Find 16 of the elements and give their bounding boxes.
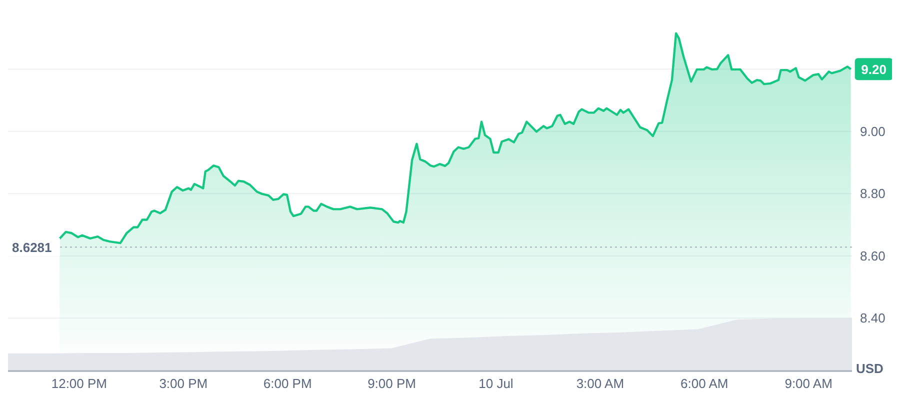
- x-tick-label: 3:00 AM: [576, 376, 624, 392]
- x-tick-label: 9:00 AM: [784, 376, 832, 392]
- x-tick-label: 10 Jul: [478, 376, 514, 392]
- x-tick-label: 9:00 PM: [368, 376, 416, 392]
- y-tick-label: 8.60: [860, 248, 886, 264]
- x-tick-label: 6:00 AM: [680, 376, 728, 392]
- annotation: 9.20: [861, 62, 886, 78]
- ref-line-label: 8.6281: [12, 240, 52, 256]
- y-axis-title: USD: [856, 361, 884, 376]
- y-tick-label: 9.00: [860, 124, 886, 139]
- y-tick-label: 8.80: [860, 186, 886, 202]
- price-badge: 9.20: [854, 58, 892, 80]
- y-tick-label: 8.40: [860, 310, 886, 326]
- x-tick-label: 3:00 PM: [159, 376, 208, 392]
- x-tick-label: 12:00 PM: [51, 376, 108, 392]
- x-tick-label: 6:00 PM: [263, 376, 312, 392]
